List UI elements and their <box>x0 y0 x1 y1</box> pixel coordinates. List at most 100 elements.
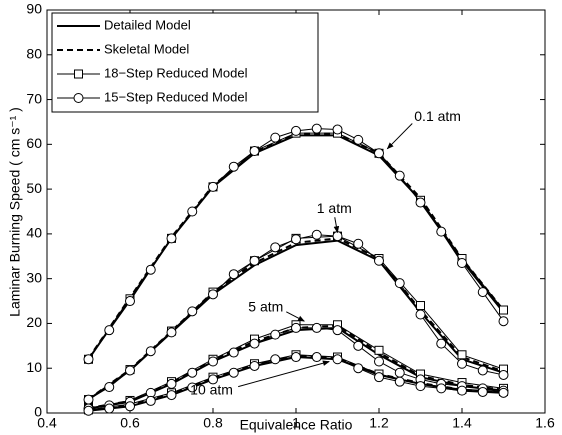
circle-marker <box>415 381 426 392</box>
circle-marker <box>457 257 467 268</box>
circle-marker <box>498 387 509 398</box>
circle-marker <box>477 365 488 376</box>
annotation-arrow <box>333 217 340 234</box>
circle-marker <box>208 374 218 385</box>
circle-marker <box>457 385 467 396</box>
legend-label: Detailed Model <box>104 17 191 32</box>
circle-marker <box>249 360 260 371</box>
annotation: 0.1 atm <box>414 108 461 124</box>
circle-marker <box>374 372 384 383</box>
circle-marker <box>208 181 218 192</box>
circle-marker <box>228 367 239 378</box>
x-axis-label: Equivalence Ratio <box>240 417 353 433</box>
circle-marker <box>104 403 115 414</box>
x-tick-label: 1.4 <box>452 415 472 431</box>
circle-marker <box>73 93 84 103</box>
legend: Detailed Model Skeletal Model 18−Step Redu… <box>51 12 319 113</box>
x-tick-label: 0.8 <box>203 415 223 431</box>
square-marker <box>374 345 384 355</box>
circle-marker <box>394 170 405 181</box>
plot-frame <box>46 9 546 414</box>
y-tick-label: 50 <box>26 180 42 196</box>
y-tick-label: 20 <box>26 314 42 330</box>
circle-marker <box>166 327 177 338</box>
y-tick-label: 70 <box>26 90 42 106</box>
circle-marker <box>228 269 239 280</box>
circle-marker <box>332 354 343 365</box>
circle-marker <box>353 363 364 374</box>
circle-marker <box>270 132 281 143</box>
annotation: 5 atm <box>248 298 283 314</box>
circle-marker <box>166 233 177 244</box>
square-marker <box>74 69 83 79</box>
circle-marker <box>104 325 115 336</box>
circle-marker <box>125 365 135 376</box>
circle-marker <box>353 340 364 351</box>
circle-marker <box>145 346 156 357</box>
circle-marker <box>436 226 447 237</box>
circle-marker <box>291 125 301 136</box>
y-axis-label: Laminar Burning Speed ( cm s⁻¹ ) <box>7 107 23 317</box>
y-tick-label: 90 <box>26 1 42 17</box>
annotation: 1 atm <box>317 200 352 216</box>
x-tick-label: 0.4 <box>37 415 57 431</box>
circle-marker <box>394 376 405 387</box>
circle-marker <box>166 390 177 401</box>
circle-marker <box>249 338 260 349</box>
circle-marker <box>374 255 384 266</box>
circle-marker <box>187 306 198 317</box>
circle-marker <box>145 395 156 406</box>
circle-marker <box>187 367 198 378</box>
y-tick-label: 60 <box>26 135 42 151</box>
circle-marker <box>394 367 405 378</box>
circle-marker <box>394 278 405 289</box>
circle-marker <box>208 289 218 300</box>
circle-marker <box>145 264 156 275</box>
circle-marker <box>311 229 322 240</box>
circle-marker <box>477 287 488 298</box>
circle-marker <box>270 354 281 365</box>
y-tick-label: 30 <box>26 269 42 285</box>
legend-label: 15−Step Reduced Model <box>104 89 248 104</box>
circle-marker <box>291 322 301 333</box>
legend-label: Skeletal Model <box>104 41 189 56</box>
x-tick-label: 1.2 <box>369 415 389 431</box>
circle-marker <box>374 148 384 159</box>
circle-marker <box>415 197 426 208</box>
circle-marker <box>187 382 198 393</box>
circle-marker <box>83 405 94 416</box>
circle-marker <box>415 309 426 320</box>
annotation-arrow <box>238 360 330 388</box>
circle-marker <box>353 238 364 249</box>
circle-marker <box>311 322 322 333</box>
circle-marker <box>228 347 239 358</box>
square-marker <box>457 350 467 360</box>
circle-marker <box>436 338 447 349</box>
annotation-arrow <box>386 123 413 150</box>
circle-marker <box>436 383 447 394</box>
circle-marker <box>270 329 281 340</box>
circle-marker <box>125 296 135 307</box>
circle-marker <box>332 231 343 242</box>
y-tick-label: 40 <box>26 225 42 241</box>
circle-marker <box>166 378 177 389</box>
circle-marker <box>249 255 260 266</box>
circle-marker <box>291 352 301 363</box>
square-marker <box>416 301 425 311</box>
circle-marker <box>83 394 94 405</box>
y-tick-label: 80 <box>26 45 42 61</box>
circle-marker <box>498 316 509 327</box>
circle-marker <box>83 354 94 365</box>
circle-marker <box>311 352 322 363</box>
circle-marker <box>498 369 509 380</box>
x-tick-label: 1 <box>292 415 300 431</box>
circle-marker <box>311 123 322 134</box>
circle-marker <box>332 124 343 135</box>
circle-marker <box>104 382 115 393</box>
legend-label: 18−Step Reduced Model <box>104 65 248 80</box>
circle-marker <box>353 134 364 145</box>
y-tick-label: 10 <box>26 359 42 375</box>
circle-marker <box>125 401 135 412</box>
x-tick-label: 1.6 <box>535 415 555 431</box>
